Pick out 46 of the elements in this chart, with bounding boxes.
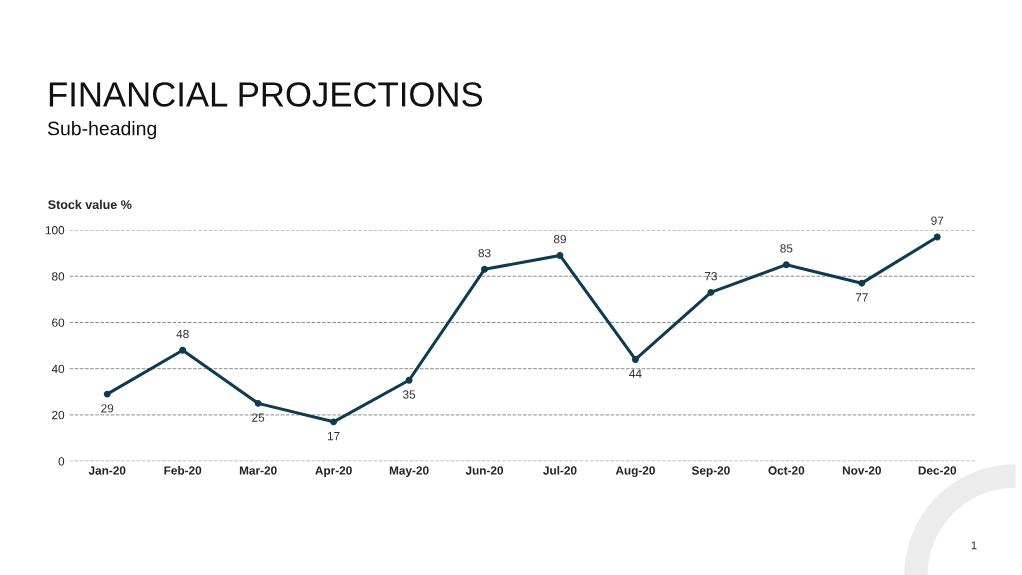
x-tick-label: Oct-20 — [768, 466, 805, 475]
y-tick-label: 60 — [52, 318, 65, 327]
x-tick-label: May-20 — [389, 466, 429, 478]
data-label: 44 — [629, 369, 642, 378]
point — [330, 418, 338, 426]
data-label: 48 — [176, 329, 189, 339]
data-label: 25 — [252, 413, 265, 422]
y-axis-title: Stock value % — [48, 199, 132, 210]
point — [481, 265, 488, 273]
chart-title: FINANCIAL PROJECTIONS — [49, 82, 483, 107]
chart-subtitle: Sub-heading — [47, 121, 157, 140]
point — [707, 288, 715, 296]
point — [556, 251, 564, 259]
data-label: 77 — [855, 293, 868, 302]
data-label: 97 — [931, 216, 944, 225]
point — [782, 261, 790, 269]
x-tick-label: Apr-20 — [315, 466, 352, 478]
x-tick-label: Nov-20 — [842, 466, 881, 475]
text: 1 — [971, 541, 977, 550]
y-tick-label: 100 — [45, 226, 65, 235]
data-label: 89 — [553, 235, 566, 244]
point — [933, 233, 941, 241]
x-tick-label: Jul-20 — [543, 466, 577, 475]
point — [631, 355, 639, 363]
x-tick-label: Jun-20 — [465, 466, 504, 475]
point — [179, 346, 187, 354]
y-tick-label: 20 — [52, 410, 65, 420]
x-tick-label: Sep-20 — [691, 466, 730, 478]
point — [254, 399, 262, 407]
data-label: 29 — [101, 404, 114, 413]
x-tick-label: Jan-20 — [88, 466, 126, 475]
x-tick-label: Feb-20 — [164, 466, 202, 475]
x-tick-label: Dec-20 — [918, 466, 957, 475]
x-tick-label: Aug-20 — [615, 466, 655, 478]
y-tick-label: 0 — [58, 457, 65, 466]
y-tick-label: 40 — [51, 364, 65, 374]
y-tick-label: 80 — [52, 272, 65, 281]
point — [103, 390, 111, 398]
data-label: 83 — [478, 248, 491, 258]
point — [858, 279, 866, 287]
point — [405, 376, 413, 384]
data-label: 85 — [780, 244, 793, 253]
data-label: 73 — [704, 272, 717, 281]
data-label: 35 — [402, 390, 416, 399]
data-label: 17 — [327, 432, 340, 441]
x-tick-label: Mar-20 — [239, 466, 277, 475]
